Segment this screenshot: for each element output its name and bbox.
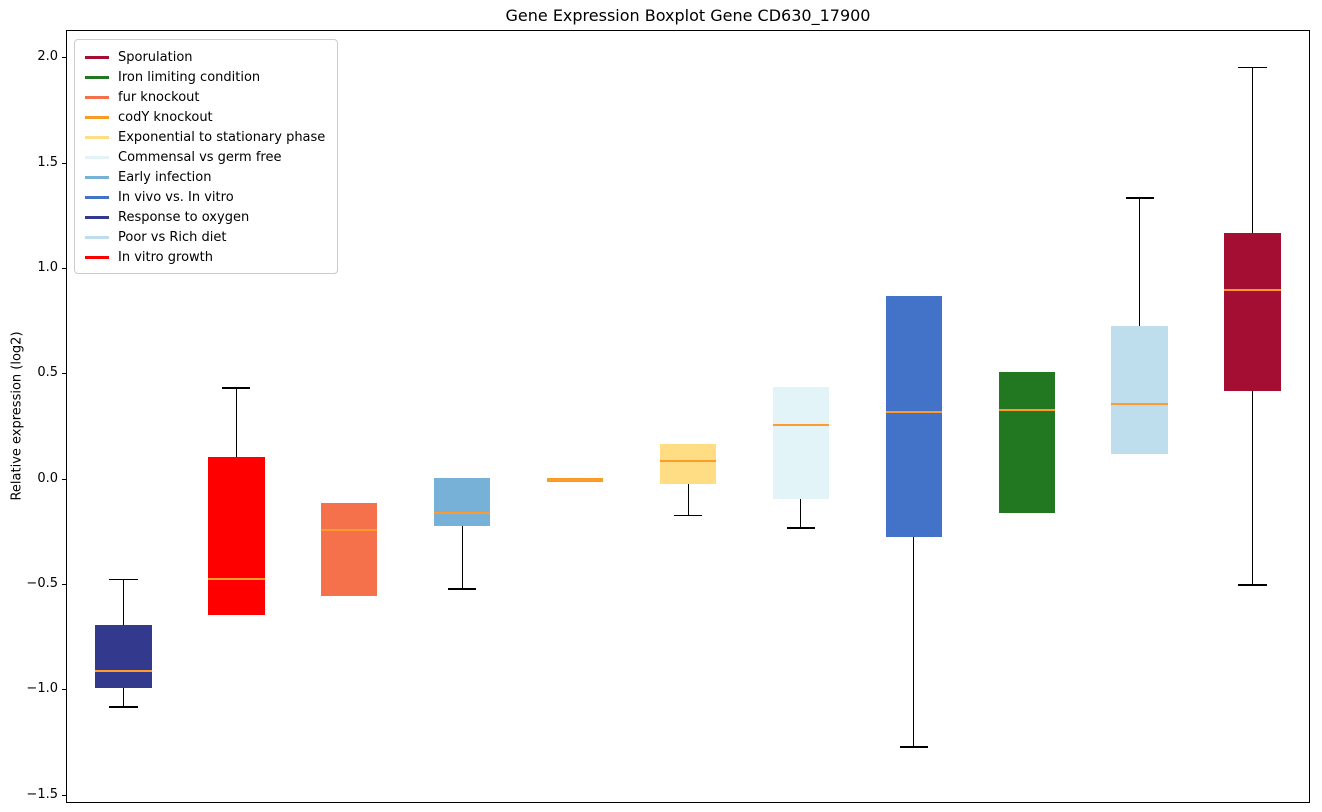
median-line (1111, 402, 1168, 405)
legend-item: Early infection (85, 167, 325, 187)
whisker-cap (222, 387, 251, 389)
legend-swatch (85, 115, 109, 119)
boxplot-box (772, 387, 830, 499)
y-tick-mark (62, 268, 66, 270)
legend-label: Sporulation (118, 49, 193, 65)
y-tick-label: 2.0 (37, 49, 58, 65)
legend-item: Sporulation (85, 47, 325, 67)
boxplot-box (659, 443, 717, 484)
legend-label: Response to oxygen (118, 209, 250, 225)
plot-area: Sporulation Iron limiting condition fur kn… (66, 30, 1310, 803)
median-line (321, 529, 378, 532)
whisker-line (800, 498, 802, 529)
median-line (659, 459, 717, 462)
legend-item: Poor vs Rich diet (85, 227, 325, 247)
legend-item: Iron limiting condition (85, 67, 325, 87)
whisker-line (687, 483, 689, 516)
legend: Sporulation Iron limiting condition fur kn… (74, 39, 339, 274)
legend-item: In vitro growth (85, 247, 325, 267)
legend-swatch (85, 95, 109, 99)
legend-label: In vitro growth (118, 249, 213, 265)
y-tick-label: 0.0 (37, 470, 58, 486)
legend-swatch (85, 255, 109, 259)
whisker-line (461, 526, 463, 590)
y-tick-label: −1.0 (26, 681, 58, 697)
whisker-cap (899, 746, 928, 748)
y-tick-mark (62, 162, 66, 164)
y-tick-mark (62, 794, 66, 796)
whisker-line (913, 536, 915, 748)
median-line (546, 478, 604, 481)
whisker-cap (1238, 584, 1267, 586)
legend-label: In vivo vs. In vitro (118, 189, 234, 205)
legend-item: codY knockout (85, 107, 325, 127)
legend-item: fur knockout (85, 87, 325, 107)
chart-title: Gene Expression Boxplot Gene CD630_17900 (505, 6, 871, 25)
whisker-line (122, 688, 124, 708)
whisker-cap (1125, 197, 1154, 199)
boxplot-box (1111, 325, 1168, 455)
y-tick-label: 1.0 (37, 260, 58, 276)
whisker-cap (109, 706, 138, 708)
median-line (208, 577, 265, 580)
legend-label: Exponential to stationary phase (118, 129, 326, 145)
y-tick-mark (62, 689, 66, 691)
legend-label: Commensal vs germ free (118, 149, 282, 165)
legend-label: codY knockout (118, 109, 213, 125)
legend-swatch (85, 235, 109, 239)
legend-label: Iron limiting condition (118, 69, 261, 85)
median-line (95, 670, 152, 673)
legend-item: In vivo vs. In vitro (85, 187, 325, 207)
median-line (1224, 289, 1281, 292)
y-tick-label: −1.5 (26, 786, 58, 802)
whisker-line (1252, 391, 1254, 586)
whisker-cap (673, 514, 703, 516)
whisker-line (1139, 197, 1141, 326)
whisker-cap (109, 578, 138, 581)
median-line (998, 409, 1055, 412)
legend-swatch (85, 215, 109, 219)
legend-label: fur knockout (118, 89, 200, 105)
y-tick-label: −0.5 (26, 576, 58, 592)
y-tick-mark (62, 584, 66, 586)
y-tick-label: 1.5 (37, 154, 58, 170)
whisker-cap (448, 588, 477, 590)
boxplot-box (433, 477, 491, 527)
y-tick-mark (62, 478, 66, 480)
median-line (433, 512, 491, 515)
legend-item: Exponential to stationary phase (85, 127, 325, 147)
boxplot-box (885, 296, 943, 537)
legend-swatch (85, 135, 109, 139)
legend-swatch (85, 175, 109, 179)
legend-label: Poor vs Rich diet (118, 229, 227, 245)
boxplot-box (95, 625, 152, 689)
legend-swatch (85, 195, 109, 199)
y-tick-mark (62, 57, 66, 59)
median-line (885, 411, 943, 414)
legend-swatch (85, 55, 109, 59)
legend-swatch (85, 75, 109, 79)
boxplot-box (998, 372, 1055, 514)
legend-label: Early infection (118, 169, 212, 185)
y-tick-label: 0.5 (37, 365, 58, 381)
legend-item: Response to oxygen (85, 207, 325, 227)
y-tick-mark (62, 373, 66, 375)
boxplot-box (208, 456, 265, 615)
legend-item: Commensal vs germ free (85, 147, 325, 167)
boxplot-box (321, 502, 378, 596)
whisker-line (122, 578, 124, 626)
legend-swatch (85, 155, 109, 159)
median-line (772, 423, 830, 426)
boxplot-box (1224, 233, 1281, 392)
whisker-cap (786, 527, 815, 529)
whisker-line (1252, 66, 1254, 234)
whisker-line (235, 387, 237, 457)
whisker-cap (1238, 66, 1267, 69)
